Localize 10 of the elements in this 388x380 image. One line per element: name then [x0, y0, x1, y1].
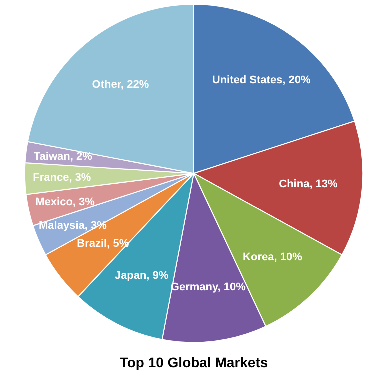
slice-label: France, 3% — [33, 172, 92, 184]
slice-label: United States, 20% — [212, 74, 312, 87]
slice-label: Japan, 9% — [114, 270, 169, 282]
slice-label: China, 13% — [279, 178, 338, 190]
slice-label: Korea, 10% — [243, 251, 303, 264]
text: Top 10 Global Markets — [120, 354, 268, 370]
slice-label: Taiwan, 2% — [34, 151, 93, 164]
slice-label: Mexico, 3% — [36, 196, 96, 208]
slice-label: Brazil, 5% — [77, 238, 130, 250]
slice-label: Other, 22% — [92, 79, 150, 92]
